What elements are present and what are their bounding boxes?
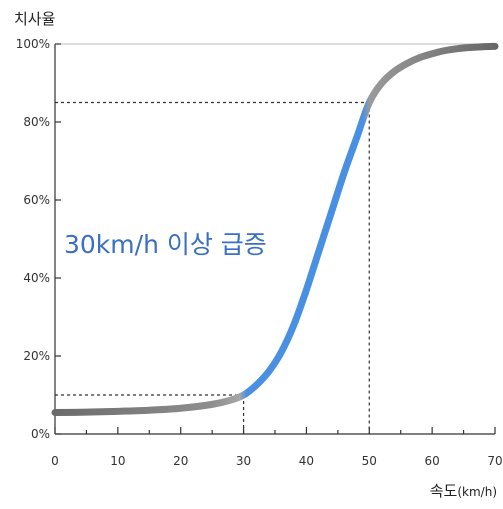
y-tick-label: 100% <box>16 37 50 51</box>
reference-lines <box>55 101 370 434</box>
x-axis-label-unit: (km/h) <box>457 485 497 499</box>
x-tick-label: 70 <box>487 454 502 468</box>
x-tick-label: 50 <box>362 454 377 468</box>
x-tick-label: 30 <box>236 454 251 468</box>
y-tick-label: 80% <box>23 115 50 129</box>
annotation-label: 30km/h 이상 급증 <box>64 230 267 259</box>
x-tick-label: 20 <box>173 454 188 468</box>
y-tick-label: 60% <box>23 193 50 207</box>
y-tick-label: 20% <box>23 349 50 363</box>
x-tick-label: 0 <box>51 454 59 468</box>
y-tick-label: 40% <box>23 271 50 285</box>
x-tick-label: 40 <box>299 454 314 468</box>
y-axis-label: 치사율 <box>14 10 55 28</box>
y-axis-ticks: 0% 20% 40% 60% 80% 100% <box>16 37 61 441</box>
x-axis-label: 속도(km/h) <box>430 482 497 500</box>
x-tick-label: 10 <box>110 454 125 468</box>
y-tick-label: 0% <box>31 427 50 441</box>
fatality-curve <box>51 42 499 417</box>
x-axis-ticks: 0 10 20 30 40 50 60 70 <box>51 427 503 468</box>
x-tick-label: 60 <box>425 454 440 468</box>
x-axis-label-text: 속도 <box>430 482 458 500</box>
